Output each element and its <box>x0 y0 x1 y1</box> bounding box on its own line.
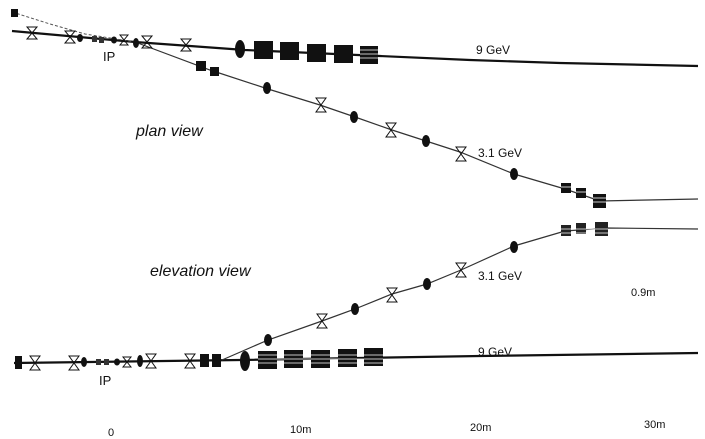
plan-sextupole-icon <box>133 38 139 48</box>
elev-block-hatching <box>258 354 383 364</box>
elev-dipole <box>104 359 109 365</box>
elev-sextupole-icon <box>114 358 120 366</box>
elev-quadrupole-icon <box>184 353 196 369</box>
elev-3gev-sextupole-icon <box>351 303 359 315</box>
elev-9gev-label: 9 GeV <box>478 345 513 359</box>
elev-dipole <box>200 354 209 367</box>
plan-view-title: plan view <box>136 123 203 140</box>
elev-dipole <box>96 359 101 365</box>
plan-9gev-label: 9 GeV <box>476 43 511 57</box>
plan-sextupole-icon <box>111 36 117 44</box>
plan-dipole-block <box>280 42 299 60</box>
ip-label-elevation: IP <box>99 373 112 388</box>
elev-3gev-sextupole-icon <box>264 334 272 346</box>
plan-3gev-quadrupole-icon <box>385 122 397 138</box>
plan-sextupole-icon <box>235 40 245 58</box>
plan-3gev-sextupole-icon <box>422 135 430 147</box>
elev-quadrupole-icon <box>121 356 133 368</box>
axis-tick-10m: 10m <box>290 424 312 436</box>
elev-dipole <box>212 354 221 367</box>
plan-3gev-quadrupole-icon <box>455 146 467 162</box>
plan-quadrupole-icon <box>179 38 193 52</box>
elev-3gev-hatched-block <box>561 222 608 236</box>
plan-dipole <box>11 9 18 17</box>
plan-quadrupole-icon <box>140 35 154 49</box>
plan-block-hatching <box>360 49 378 59</box>
plan-dipole-block <box>334 45 353 63</box>
elev-3gev-quadrupole-icon <box>455 262 467 278</box>
plan-dipole <box>99 37 104 43</box>
plan-quadrupole-icon <box>63 30 77 44</box>
elev-quadrupole-icon <box>68 355 80 371</box>
elev-3gev-quadrupole-icon <box>386 287 398 303</box>
plan-quadrupole-icon <box>118 34 130 46</box>
elev-quadrupole-icon <box>29 355 41 371</box>
separation-label: 0.9m <box>631 287 656 299</box>
elev-3gev-quadrupole-icon <box>316 313 328 329</box>
plan-3gev-sextupole-icon <box>263 82 271 94</box>
plan-3gev-sextupole-icon <box>510 168 518 180</box>
plan-dipole-block <box>307 44 326 62</box>
plan-3gev-beamline <box>134 41 699 202</box>
plan-3gev-dipole <box>210 67 219 76</box>
elev-quadrupole-icon <box>145 353 157 369</box>
axis-tick-0: 0 <box>108 427 115 439</box>
plan-dipole-block <box>360 46 378 64</box>
elev-3gev-beamline <box>221 227 699 361</box>
plan-3gev-label: 3.1 GeV <box>478 146 523 160</box>
plan-3gev-hatched-block <box>561 183 606 208</box>
axis-tick-30m: 30m <box>644 419 666 431</box>
axis-tick-20m: 20m <box>470 422 492 434</box>
elev-sextupole-icon <box>137 355 143 367</box>
elev-dipole <box>15 356 22 369</box>
plan-quadrupole-icon <box>25 26 39 40</box>
elev-3gev-sextupole-icon <box>423 278 431 290</box>
plan-sextupole-icon <box>77 34 83 42</box>
elev-dipole-block <box>338 349 357 367</box>
elev-sextupole-icon <box>240 351 250 371</box>
plan-dipole <box>92 36 97 42</box>
elev-3gev-sextupole-icon <box>510 241 518 253</box>
elev-3gev-label: 3.1 GeV <box>478 269 523 283</box>
elev-dipole-block <box>258 351 277 369</box>
elevation-view-title: elevation view <box>150 263 251 280</box>
plan-3gev-quadrupole-icon <box>315 97 327 113</box>
elev-sextupole-icon <box>81 357 87 367</box>
plan-dipole-block <box>254 41 273 59</box>
ip-label-plan: IP <box>103 49 116 64</box>
plan-3gev-sextupole-icon <box>350 111 358 123</box>
elev-dipole-block <box>364 348 383 366</box>
plan-incoming-beamline <box>11 11 136 43</box>
plan-3gev-dipole <box>196 61 206 71</box>
